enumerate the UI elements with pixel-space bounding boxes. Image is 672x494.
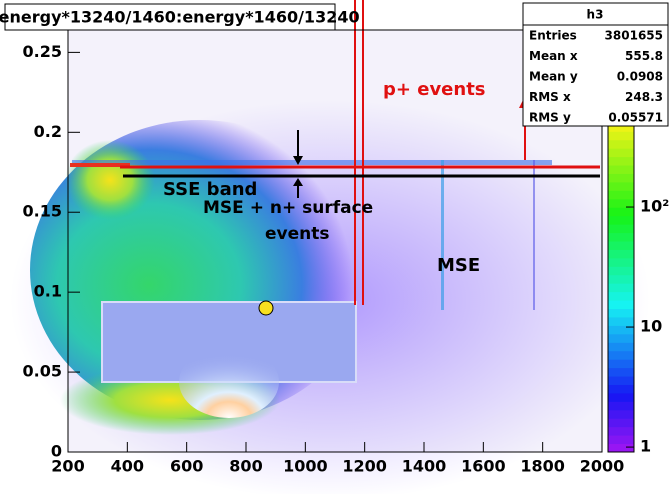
palette-step xyxy=(608,257,634,267)
palette-step xyxy=(608,241,634,250)
palette-step xyxy=(608,165,634,174)
y-tick-label: 0.1 xyxy=(34,282,62,301)
cut-lines xyxy=(120,0,600,305)
palette-step xyxy=(608,207,634,217)
x-tick-label: 1000 xyxy=(283,457,328,476)
palette-step xyxy=(608,173,634,183)
palette-step xyxy=(608,435,634,445)
y-tick-label: 0.2 xyxy=(34,122,62,141)
palette-step xyxy=(608,291,634,301)
chart-title: A/energy*13240/1460:energy*1460/13240 xyxy=(0,8,360,27)
palette-step xyxy=(608,316,634,326)
palette-step xyxy=(608,401,634,411)
palette-step xyxy=(608,409,634,419)
stats-label: Mean x xyxy=(529,49,578,63)
palette-step xyxy=(608,418,634,428)
density-peak xyxy=(65,140,155,220)
inset-image xyxy=(101,300,357,418)
z-tick-label: 1 xyxy=(640,437,651,456)
palette-step xyxy=(608,426,634,436)
palette-step xyxy=(608,131,634,141)
density-band xyxy=(72,160,552,165)
x-tick-label: 2000 xyxy=(580,457,625,476)
inset-sun xyxy=(258,300,274,316)
x-tick-label: 400 xyxy=(111,457,144,476)
y-tick-label: 0.25 xyxy=(23,42,62,61)
stats-label: Entries xyxy=(529,29,577,43)
palette-step xyxy=(608,308,634,318)
x-tick-label: 1600 xyxy=(461,457,506,476)
palette-step xyxy=(608,359,634,369)
palette-step xyxy=(608,215,634,225)
annotation: SSE band xyxy=(163,179,257,200)
stats-label: RMS x xyxy=(529,90,571,104)
palette-step xyxy=(608,392,634,402)
palette-step xyxy=(608,300,634,310)
inset-glow xyxy=(179,346,279,418)
stats-title: h3 xyxy=(587,8,604,22)
x-tick-label: 1800 xyxy=(520,457,565,476)
stats-value: 248.3 xyxy=(625,90,663,104)
palette-step xyxy=(608,342,634,352)
annotation: MSE xyxy=(437,255,480,276)
palette-step xyxy=(608,266,634,276)
x-tick-label: 1400 xyxy=(402,457,447,476)
palette-step xyxy=(608,148,634,158)
palette-step xyxy=(608,333,634,343)
y-tick-label: 0.05 xyxy=(23,362,62,381)
stats-box: h3 Entries 3801655 Mean x 555.8 Mean y 0.0908… xyxy=(522,2,669,127)
title-box xyxy=(4,3,336,31)
stats-label: Mean y xyxy=(529,70,578,84)
density-line xyxy=(441,160,444,310)
palette-step xyxy=(608,443,634,453)
palette-step xyxy=(608,181,634,191)
y-tick-label: 0 xyxy=(51,442,62,461)
density-line xyxy=(533,160,535,310)
x-tick-label: 200 xyxy=(51,457,84,476)
palette-step xyxy=(608,274,634,284)
palette-step xyxy=(608,325,634,335)
stats-value: 3801655 xyxy=(605,29,663,43)
stats-frame xyxy=(522,2,669,127)
y-tick-label: 0.15 xyxy=(23,202,62,221)
stats-label: RMS y xyxy=(529,111,571,125)
x-tick-label: 800 xyxy=(229,457,262,476)
palette-step xyxy=(608,283,634,293)
palette-step xyxy=(608,232,634,242)
density-band-peak xyxy=(70,163,130,167)
palette-step xyxy=(608,249,634,259)
palette-step xyxy=(608,224,634,234)
palette-step xyxy=(608,376,634,385)
x-tick-label: 1200 xyxy=(342,457,387,476)
palette-step xyxy=(608,367,634,377)
stats-value: 0.05571 xyxy=(608,111,663,125)
arrow-head xyxy=(293,178,303,186)
palette-step xyxy=(608,198,634,208)
palette-step xyxy=(608,156,634,166)
palette-step xyxy=(608,384,634,394)
annotation: MSE + n+ surface xyxy=(203,198,373,218)
arrow-head xyxy=(293,156,303,165)
stats-value: 0.0908 xyxy=(617,70,663,84)
palette-step xyxy=(608,122,634,132)
density-layer xyxy=(10,100,650,494)
palette-step xyxy=(608,350,634,360)
annotation: p+ events xyxy=(383,79,486,100)
stats-value: 555.8 xyxy=(625,49,663,63)
z-tick-label: 10² xyxy=(640,197,669,216)
annotation: events xyxy=(265,224,330,244)
x-tick-label: 600 xyxy=(170,457,203,476)
palette-step xyxy=(608,190,634,200)
palette-step xyxy=(608,139,634,149)
z-tick-label: 10 xyxy=(640,317,662,336)
